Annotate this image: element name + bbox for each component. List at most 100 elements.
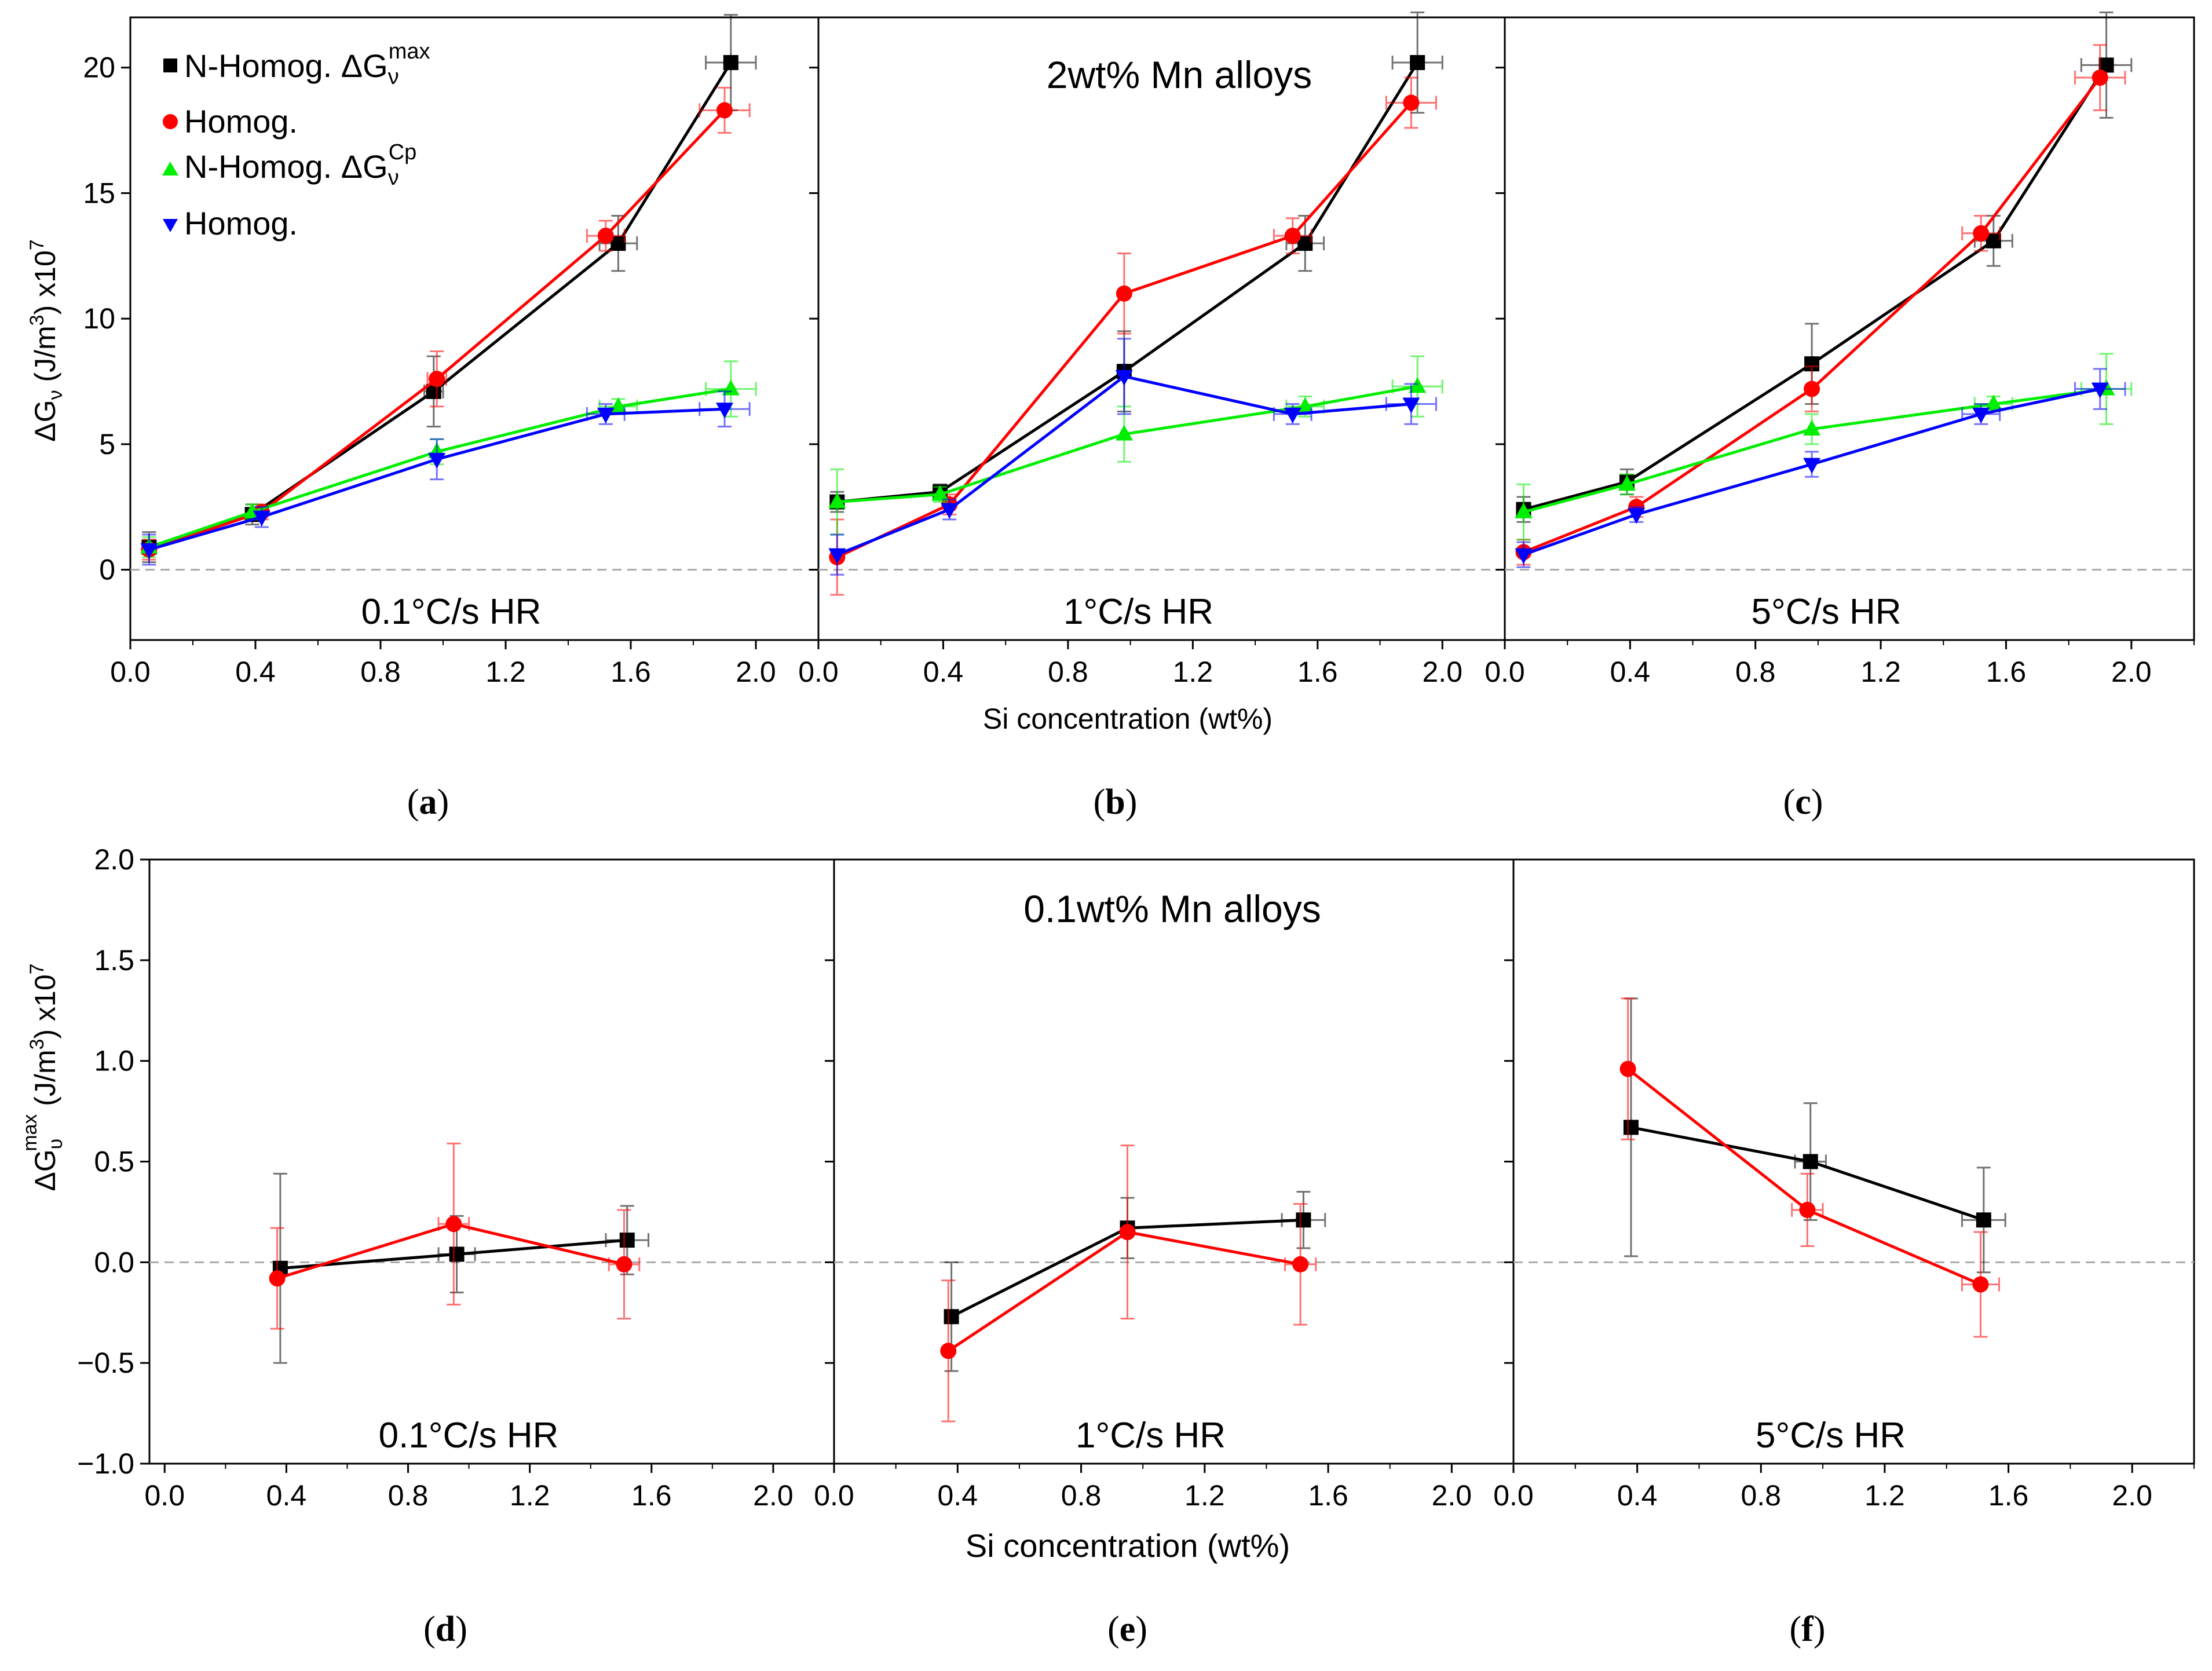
x-tick-label: 0.4 — [1610, 656, 1651, 688]
x-tick-label: 1.2 — [1173, 656, 1213, 688]
series-triangle-up-b — [828, 355, 1443, 536]
data-point — [1984, 394, 2002, 411]
series-circle-d — [269, 1142, 641, 1330]
series-square-c — [1516, 11, 2133, 523]
series-square-a — [141, 14, 757, 564]
data-point — [1802, 1154, 1818, 1169]
data-point — [1403, 94, 1420, 111]
y-tick-label: 0.0 — [94, 1246, 134, 1278]
data-point — [1804, 381, 1820, 397]
y-tick-label: 0.5 — [94, 1146, 134, 1178]
x-tick-label: 0.8 — [360, 656, 401, 688]
top-y-axis-label: ΔGν (J/m3) x107 — [26, 239, 67, 441]
x-tick-label: 0.8 — [1048, 656, 1088, 688]
data-point — [931, 485, 949, 501]
data-point — [269, 1270, 286, 1287]
y-tick-label: 20 — [83, 52, 115, 84]
series-triangle-down-b — [828, 338, 1437, 576]
data-point — [429, 371, 445, 387]
x-tick-label: 0.0 — [1485, 656, 1525, 688]
x-tick-label: 1.6 — [1308, 1479, 1348, 1512]
data-point — [597, 228, 614, 244]
legend-marker-square — [163, 58, 177, 72]
data-point — [1115, 425, 1133, 441]
data-point — [941, 503, 959, 519]
x-tick-label: 2.0 — [2111, 656, 2152, 688]
series-square-f — [1623, 997, 2006, 1274]
data-point — [1973, 225, 1990, 242]
data-point — [428, 452, 446, 469]
heating-rate-annotation: 0.1°C/s HR — [379, 1416, 559, 1456]
series-circle-e — [940, 1145, 1317, 1423]
panel-f: 0.0 0.4 0.8 1.2 1.6 2.0 5°C/s HR (f) — [1493, 858, 2195, 1649]
x-tick-label: 1.2 — [1864, 1479, 1905, 1512]
series-line — [1523, 76, 2101, 554]
data-point — [1618, 475, 1636, 491]
panel-d: 0.0 0.4 0.8 1.2 1.6 2.0 −1.0 −0.5 0.0 0.5 1.0 1.5 2.… — [77, 843, 835, 1649]
data-point — [1409, 377, 1427, 393]
data-point — [944, 1309, 959, 1325]
data-point — [253, 510, 270, 526]
heating-rate-annotation: 0.1°C/s HR — [361, 592, 542, 632]
data-point — [2092, 70, 2108, 86]
data-point — [1803, 458, 1821, 474]
heating-rate-annotation: 5°C/s HR — [1756, 1416, 1906, 1456]
legend-entry-nhomog-max: N-Homog. ΔGνmax — [163, 39, 430, 89]
data-point — [609, 397, 627, 413]
data-point — [1623, 1120, 1639, 1135]
y-tick-label: 0 — [99, 554, 115, 586]
series-triangle-up-c — [1515, 353, 2133, 541]
y-tick-label: −0.5 — [77, 1347, 134, 1379]
y-tick-label: 1.5 — [94, 944, 134, 977]
x-tick-label: 0.4 — [235, 656, 276, 688]
x-tick-label: 0.4 — [938, 1479, 978, 1512]
data-point — [1972, 1276, 1989, 1293]
error-bar — [1385, 383, 1437, 425]
bottom-alloy-annotation: 0.1wt% Mn alloys — [1023, 887, 1321, 930]
legend-marker-triangle-down — [163, 219, 178, 232]
data-point — [1976, 1212, 1991, 1228]
x-tick-label: 1.2 — [510, 1479, 550, 1512]
data-point — [716, 403, 733, 419]
data-point — [2091, 382, 2109, 398]
data-point — [449, 1246, 465, 1262]
panel-a: 0.0 0.4 0.8 1.2 1.6 2.0 0 5 10 15 20 0.1°C/s HR (a) — [83, 14, 820, 822]
data-point — [1292, 1256, 1309, 1273]
heating-rate-annotation: 5°C/s HR — [1751, 592, 1901, 632]
panel-sublabel: (a) — [407, 783, 449, 822]
bottom-x-axis-label: Si concentration (wt%) — [966, 1527, 1290, 1564]
data-point — [1119, 1224, 1136, 1241]
data-point — [616, 1256, 632, 1273]
y-tick-label: 1.0 — [94, 1045, 134, 1077]
x-tick-label: 2.0 — [1432, 1479, 1472, 1512]
x-tick-label: 0.0 — [145, 1479, 185, 1512]
series-circle-a — [141, 86, 751, 561]
x-tick-label: 2.0 — [1423, 656, 1463, 688]
panel-sublabel: (e) — [1107, 1610, 1147, 1649]
panel-sublabel: (d) — [423, 1610, 467, 1649]
legend-entry-homog-red: Homog. — [163, 103, 298, 140]
data-point — [723, 55, 738, 71]
x-tick-label: 1.6 — [1988, 1479, 2029, 1512]
x-tick-label: 0.0 — [1493, 1479, 1534, 1512]
data-point — [1284, 228, 1301, 244]
data-point — [1628, 508, 1646, 524]
legend-label-nhomog-cp: N-Homog. ΔGνCp — [184, 140, 416, 190]
data-point — [1799, 1201, 1816, 1218]
x-tick-label: 1.2 — [1184, 1479, 1225, 1512]
x-tick-label: 1.6 — [1986, 656, 2027, 688]
panel-e: 0.0 0.4 0.8 1.2 1.6 2.0 1°C/s HR (e) — [814, 858, 1515, 1649]
data-point — [1515, 548, 1533, 564]
legend-entry-nhomog-cp: N-Homog. ΔGνCp — [162, 140, 416, 190]
top-x-axis-label: Si concentration (wt%) — [983, 703, 1273, 735]
legend: N-Homog. ΔGνmax Homog. N-Homog. ΔGνCp Ho… — [162, 39, 430, 242]
y-tick-label: 10 — [83, 302, 115, 335]
panel-frame — [1504, 16, 2195, 641]
panel-c: 0.0 0.4 0.8 1.2 1.6 2.0 5°C/s HR (c) — [1485, 11, 2195, 822]
y-tick-label: 15 — [83, 177, 115, 209]
x-tick-label: 0.8 — [1741, 1479, 1782, 1512]
panel-sublabel: (c) — [1783, 783, 1823, 822]
series-square-d — [272, 1172, 650, 1364]
